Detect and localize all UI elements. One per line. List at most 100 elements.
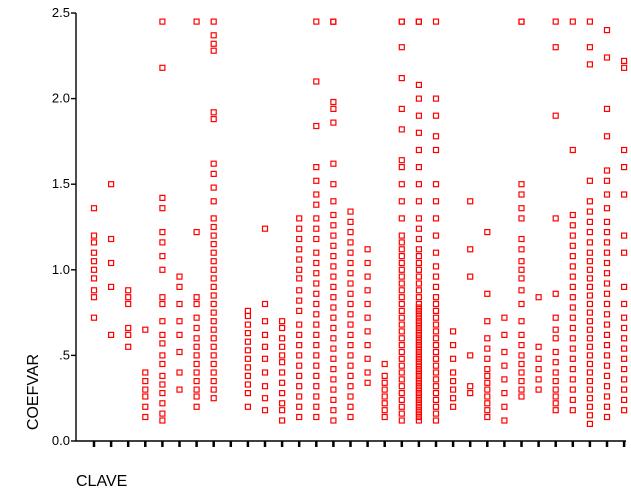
data-point: [415, 314, 422, 321]
data-point: [210, 275, 217, 282]
data-point: [415, 146, 422, 154]
data-point: [193, 386, 200, 393]
data-point: [603, 393, 611, 400]
data-point: [535, 343, 542, 350]
data-point: [552, 359, 559, 366]
data-point: [569, 335, 576, 342]
data-point: [484, 413, 491, 421]
data-point: [313, 215, 320, 222]
data-point: [569, 146, 576, 154]
data-point: [603, 105, 611, 113]
data-point: [159, 417, 166, 424]
data-point: [296, 372, 303, 379]
data-point: [210, 300, 217, 308]
data-point: [518, 369, 525, 376]
data-point: [467, 198, 474, 205]
data-point: [586, 300, 594, 308]
data-point: [347, 249, 354, 256]
data-point: [159, 266, 166, 273]
data-point: [244, 403, 251, 410]
data-point: [313, 413, 320, 421]
data-point: [415, 198, 422, 205]
data-point: [552, 335, 559, 342]
data-point: [279, 379, 286, 386]
data-point: [415, 235, 422, 243]
data-point: [432, 321, 440, 328]
data-point: [603, 290, 611, 297]
data-point: [244, 390, 251, 397]
data-point: [347, 270, 354, 277]
data-point: [518, 360, 525, 368]
data-point: [415, 383, 422, 390]
data-point: [501, 403, 508, 410]
data-point: [313, 403, 320, 410]
data-point: [330, 105, 337, 113]
data-point: [193, 393, 200, 400]
data-point: [603, 259, 611, 267]
data-point: [330, 273, 337, 280]
data-point: [125, 287, 132, 294]
data-point: [193, 335, 200, 342]
data-point: [398, 348, 405, 356]
data-point: [603, 280, 611, 287]
data-point: [244, 338, 251, 345]
data-point: [415, 304, 422, 311]
data-point: [398, 314, 405, 321]
data-point: [142, 413, 149, 421]
data-point: [415, 129, 422, 136]
data-point: [586, 292, 594, 299]
data-point: [432, 133, 440, 140]
data-point: [415, 393, 422, 400]
data-point: [415, 18, 422, 25]
data-point: [90, 239, 98, 246]
data-point: [159, 360, 166, 368]
data-point: [586, 283, 594, 290]
data-point: [432, 390, 440, 397]
data-point: [193, 229, 200, 236]
data-point: [159, 400, 166, 407]
data-point: [330, 314, 337, 321]
data-point: [296, 413, 303, 421]
y-axis-title: COEFVAR: [25, 354, 42, 430]
data-point: [176, 331, 183, 338]
data-point: [210, 170, 217, 177]
data-point: [501, 417, 508, 424]
data-point: [432, 376, 440, 383]
data-point: [296, 275, 303, 282]
data-point: [415, 253, 422, 260]
data-point: [586, 275, 594, 282]
y-tick-label: 1.5: [52, 176, 70, 191]
data-point: [125, 331, 132, 338]
data-point: [313, 78, 320, 85]
data-point: [432, 232, 440, 239]
data-point: [432, 403, 440, 410]
data-point: [398, 383, 405, 390]
data-point: [518, 235, 525, 243]
data-point: [330, 335, 337, 342]
data-point: [364, 287, 371, 294]
data-point: [620, 366, 628, 373]
data-point: [210, 223, 217, 231]
data-point: [244, 321, 251, 328]
data-point: [569, 273, 576, 280]
data-point: [484, 345, 491, 352]
data-point: [518, 258, 525, 265]
data-point: [586, 177, 594, 184]
data-point: [569, 304, 576, 311]
data-point: [159, 410, 166, 417]
data-point: [107, 235, 115, 243]
data-point: [210, 369, 217, 376]
data-point: [398, 417, 405, 424]
data-point: [415, 181, 422, 188]
data-point: [586, 395, 594, 402]
data-point: [552, 348, 559, 356]
data-point: [432, 146, 440, 154]
data-point: [347, 352, 354, 359]
data-point: [620, 386, 628, 393]
data-point: [415, 81, 422, 89]
data-point: [159, 318, 166, 325]
data-point: [193, 360, 200, 368]
data-point: [313, 177, 320, 184]
data-point: [518, 300, 525, 308]
data-point: [586, 218, 594, 225]
